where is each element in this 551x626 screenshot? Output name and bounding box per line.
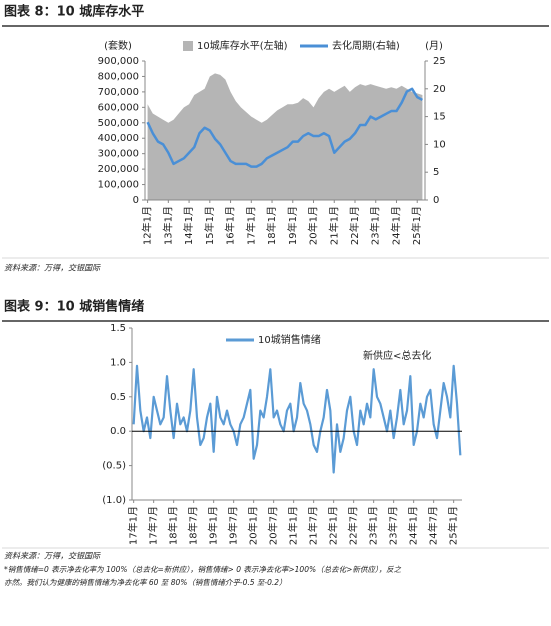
- x-tick-label: 23年7月: [387, 506, 400, 545]
- annotation: 新供应<总去化: [363, 349, 431, 362]
- y2-tick-label: 0: [433, 195, 439, 206]
- note: *销售情绪=0 表示净去化率为 100%（总去化=新供应），销售情绪> 0 表示…: [4, 565, 402, 574]
- x-tick-label: 23年1月: [367, 506, 380, 545]
- x-tick-label: 22年1月: [327, 506, 340, 545]
- x-tick-label: 25年1月: [410, 206, 423, 245]
- x-tick-label: 16年1月: [224, 206, 237, 245]
- x-tick-label: 24年7月: [427, 506, 440, 545]
- y2-tick-label: 20: [433, 84, 446, 95]
- x-tick-label: 24年1月: [407, 506, 420, 545]
- line-series: [132, 364, 462, 474]
- x-tick-label: 12年1月: [141, 206, 154, 245]
- x-tick-label: 17年1月: [244, 206, 257, 245]
- x-tick-label: 17年7月: [147, 506, 160, 545]
- x-tick-label: 18年1月: [265, 206, 278, 245]
- x-tick-label: 21年1月: [287, 506, 300, 545]
- x-tick-label: 15年1月: [203, 206, 216, 245]
- y-tick-label: 600,000: [98, 102, 139, 113]
- source: 资料来源：万得，交银国际: [4, 264, 101, 273]
- y-tick-label: 100,000: [98, 180, 139, 191]
- line-series: [146, 87, 424, 168]
- x-tick-label: 19年7月: [227, 506, 240, 545]
- x-tick-label: 17年1月: [127, 506, 140, 545]
- x-tick-label: 19年1月: [207, 506, 220, 545]
- x-tick-label: 19年1月: [286, 206, 299, 245]
- y-tick-label: 1.5: [110, 323, 126, 334]
- y-tick-label: 300,000: [98, 149, 139, 160]
- area-series: [147, 73, 423, 200]
- x-tick-label: 25年1月: [447, 506, 460, 545]
- x-tick-label: 21年7月: [307, 506, 320, 545]
- y-tick-label: 500,000: [98, 118, 139, 129]
- legend-label: 去化周期(右轴): [332, 39, 400, 52]
- source: 资料来源：万得，交银国际: [4, 552, 101, 561]
- x-tick-label: 24年1月: [389, 206, 402, 245]
- y-tick-label: 200,000: [98, 164, 139, 175]
- y2-tick-label: 10: [433, 139, 446, 150]
- y2-axis-label: (月): [425, 40, 443, 52]
- y-tick-label: 700,000: [98, 87, 139, 98]
- x-tick-label: 20年1月: [307, 206, 320, 245]
- y-tick-label: (0.5): [102, 461, 126, 472]
- x-tick-label: 20年1月: [247, 506, 260, 545]
- y-tick-label: 0.0: [110, 426, 126, 437]
- y2-tick-label: 25: [433, 56, 446, 67]
- y2-tick-label: 5: [433, 167, 439, 178]
- chart-title: 图表 9：10 城销售情绪: [4, 299, 144, 315]
- y-tick-label: 900,000: [98, 56, 139, 67]
- x-tick-label: 14年1月: [182, 206, 195, 245]
- y-tick-label: 0: [133, 195, 139, 206]
- y-tick-label: 0.5: [110, 392, 126, 403]
- x-tick-label: 13年1月: [161, 206, 174, 245]
- legend-label: 10城库存水平(左轴): [197, 39, 288, 52]
- note: 亦然。我们认为健康的销售情绪为净去化率 60 至 80%（销售情绪介乎-0.5 …: [4, 578, 287, 587]
- y2-tick-label: 15: [433, 112, 446, 123]
- x-tick-label: 22年1月: [348, 206, 361, 245]
- x-tick-label: 18年7月: [187, 506, 200, 545]
- y-tick-label: (1.0): [102, 495, 126, 506]
- x-tick-label: 20年7月: [267, 506, 280, 545]
- x-tick-label: 18年1月: [167, 506, 180, 545]
- legend-swatch: [183, 41, 193, 51]
- x-tick-label: 23年1月: [369, 206, 382, 245]
- y-tick-label: 800,000: [98, 71, 139, 82]
- y-tick-label: 1.0: [110, 357, 126, 368]
- x-tick-label: 21年1月: [327, 206, 340, 245]
- chart-title: 图表 8：10 城库存水平: [4, 4, 144, 20]
- y-tick-label: 400,000: [98, 133, 139, 144]
- legend-label: 10城销售情绪: [258, 333, 321, 346]
- x-tick-label: 22年7月: [347, 506, 360, 545]
- y-axis-label: (套数): [104, 39, 132, 52]
